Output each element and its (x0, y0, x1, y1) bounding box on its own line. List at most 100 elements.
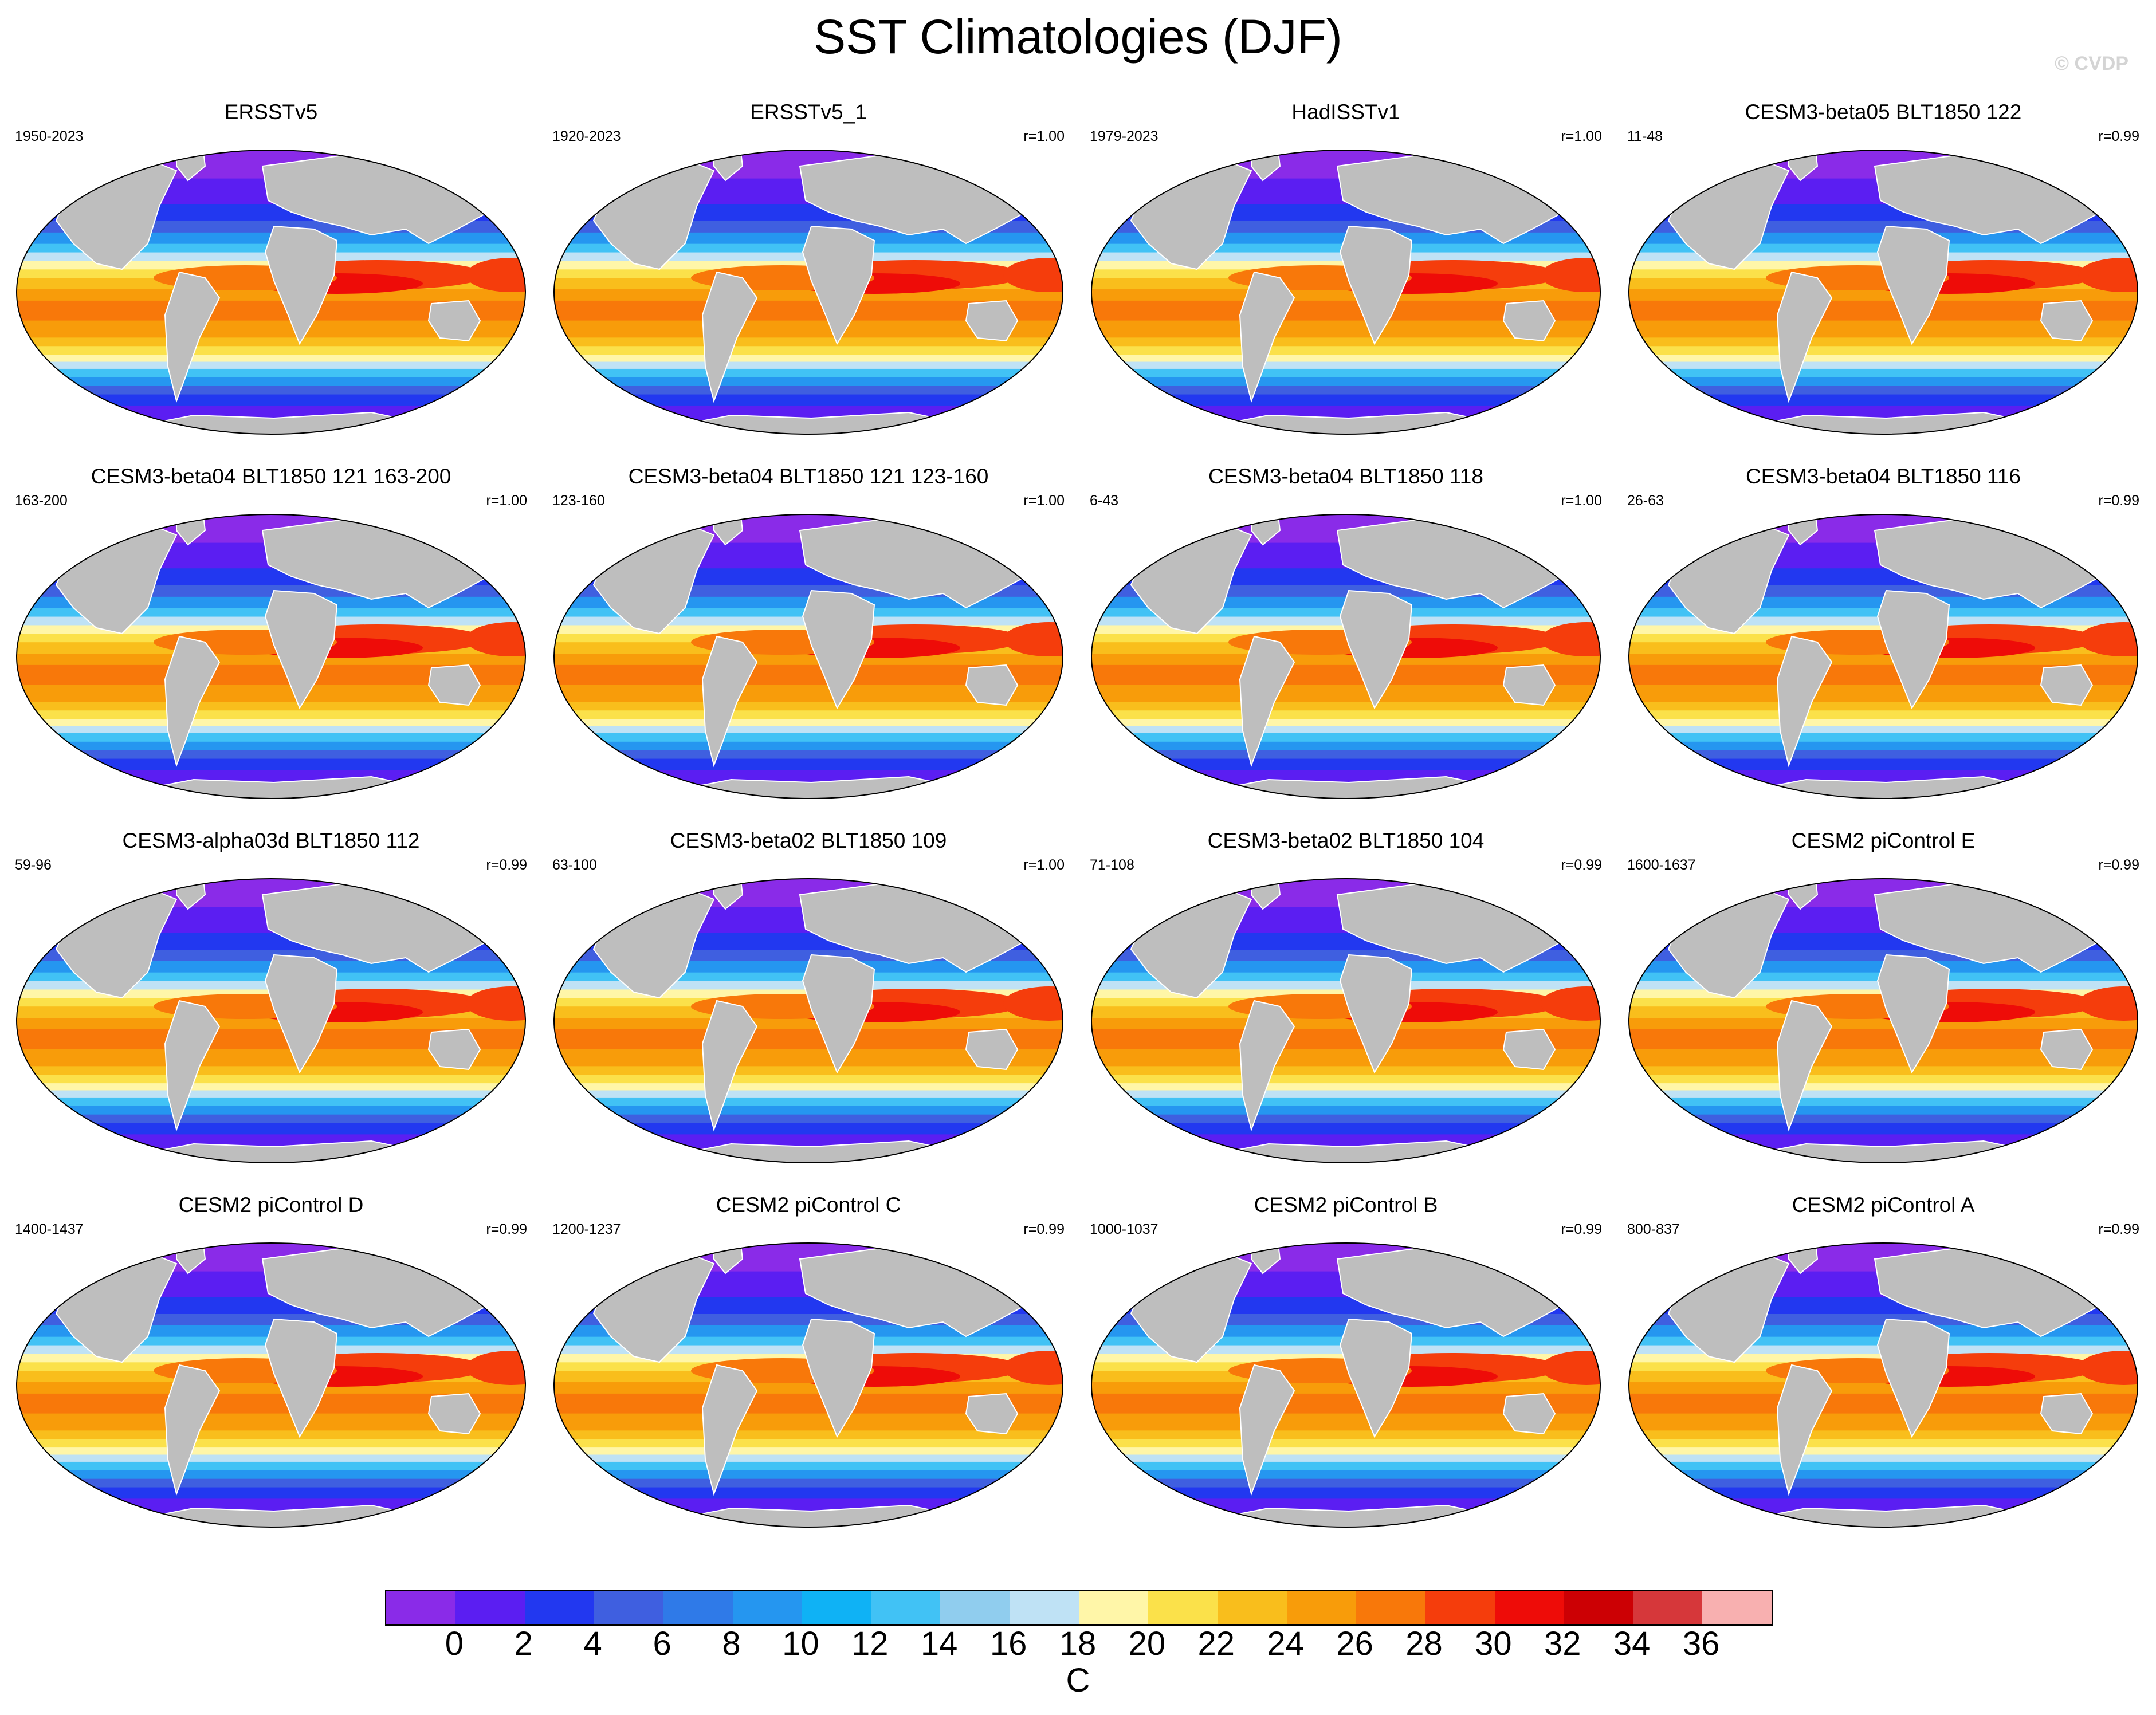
sst-band (17, 1123, 525, 1135)
sst-band (1091, 1090, 1600, 1098)
colorbar-swatch (1425, 1591, 1495, 1624)
sst-band (554, 719, 1063, 727)
panel-years: 1400-1437 (15, 1221, 84, 1237)
sst-band (1091, 368, 1600, 378)
sst-band (1629, 1090, 2138, 1098)
land-mass (802, 1318, 875, 1438)
panel-years: 800-837 (1627, 1221, 1680, 1237)
map-panel: CESM2 piControl C 1200-1237 r=0.99 (542, 1193, 1075, 1548)
warm-pool (1003, 258, 1063, 292)
panel-years: 63-100 (552, 857, 597, 873)
sst-map (16, 878, 526, 1163)
land-mass (427, 300, 481, 342)
panel-years: 1950-2023 (15, 128, 84, 144)
sst-band (1629, 337, 2138, 347)
sst-band (554, 289, 1063, 301)
warm-pool (466, 1351, 525, 1385)
land-mass (264, 1318, 338, 1438)
sst-map (1091, 878, 1601, 1163)
panel-title: CESM3-beta04 BLT1850 121 123-160 (628, 465, 989, 488)
sst-band (1629, 1461, 2138, 1471)
map-outline (553, 1242, 1063, 1528)
sst-band (1629, 726, 2138, 734)
colorbar-swatch (663, 1591, 733, 1624)
sst-band (1629, 377, 2138, 387)
land-mass (427, 664, 481, 706)
colorbar-tick-label: 6 (653, 1625, 671, 1662)
sst-band (17, 1106, 525, 1115)
panel-correlation: r=0.99 (1023, 1221, 1065, 1237)
sst-band (554, 710, 1063, 720)
sst-band (1091, 289, 1600, 301)
panel-title: CESM3-beta02 BLT1850 109 (670, 829, 947, 852)
colorbar-swatch (1494, 1591, 1564, 1624)
sst-band (1091, 1123, 1600, 1135)
colorbar-tick-label: 2 (514, 1625, 533, 1662)
land-mass (1776, 271, 1833, 403)
sst-band (17, 394, 525, 407)
map-panel: CESM3-beta04 BLT1850 116 26-63 r=0.99 (1617, 464, 2150, 819)
panel-correlation: r=1.00 (1023, 128, 1065, 144)
sst-band (554, 368, 1063, 378)
panel-correlation: r=0.99 (2098, 493, 2139, 509)
panel-correlation: r=0.99 (2098, 128, 2139, 144)
sst-band (1629, 741, 2138, 751)
panel-correlation: r=1.00 (1561, 128, 1602, 144)
sst-map (1628, 878, 2138, 1163)
land-mass (1776, 635, 1833, 768)
sst-band (554, 1439, 1063, 1449)
sst-band (1091, 1114, 1600, 1124)
land-mass (1876, 225, 1950, 345)
panel-correlation: r=1.00 (1023, 493, 1065, 509)
warm-pool (1003, 986, 1063, 1021)
map-outline (553, 150, 1063, 435)
panel-title: CESM2 piControl B (1254, 1193, 1438, 1217)
land-mass (1876, 589, 1950, 710)
map-outline (16, 1242, 526, 1528)
panel-title: CESM3-beta04 BLT1850 116 (1746, 465, 2021, 488)
warm-pool (466, 986, 525, 1021)
land-mass (1776, 1364, 1833, 1496)
land-mass (164, 1364, 221, 1496)
sst-band (554, 1123, 1063, 1135)
sst-map (16, 514, 526, 799)
sst-band (17, 1382, 525, 1394)
land-mass (2040, 1028, 2094, 1071)
sst-band (1091, 377, 1600, 387)
colorbar-tick-label: 12 (851, 1625, 889, 1662)
land-mass (701, 1000, 758, 1132)
sst-band (1629, 361, 2138, 369)
land-mass (264, 225, 338, 345)
sst-band (17, 1097, 525, 1107)
sst-band (1091, 733, 1600, 742)
sst-band (17, 1470, 525, 1480)
panel-correlation: r=0.99 (2098, 857, 2139, 873)
sst-map (16, 150, 526, 435)
sst-band (1629, 1454, 2138, 1462)
colorbar-swatch (1217, 1591, 1287, 1624)
sst-band (1091, 1106, 1600, 1115)
sst-band (554, 1090, 1063, 1098)
sst-band (554, 1075, 1063, 1084)
panel-title: CESM3-beta04 BLT1850 121 163-200 (91, 465, 451, 488)
sst-map (1628, 150, 2138, 435)
sst-band (1629, 355, 2138, 363)
sst-band (1091, 1478, 1600, 1488)
land-mass (802, 954, 875, 1074)
sst-band (1091, 758, 1600, 771)
sst-band (554, 1106, 1063, 1115)
colorbar-tick-label: 0 (445, 1625, 464, 1662)
land-mass (427, 1028, 481, 1071)
map-outline (16, 514, 526, 799)
map-panel: CESM3-beta05 BLT1850 122 11-48 r=0.99 (1617, 100, 2150, 455)
panel-title: CESM2 piControl D (178, 1193, 364, 1217)
map-panel: ERSSTv5_1 1920-2023 r=1.00 (542, 100, 1075, 455)
panel-correlation: r=1.00 (1023, 857, 1065, 873)
sst-band (17, 1461, 525, 1471)
sst-band (1629, 1018, 2138, 1030)
land-mass (1239, 1364, 1295, 1496)
land-mass (701, 1364, 758, 1496)
sst-band (1629, 289, 2138, 301)
sst-band (17, 1075, 525, 1084)
sst-band (1629, 1097, 2138, 1107)
